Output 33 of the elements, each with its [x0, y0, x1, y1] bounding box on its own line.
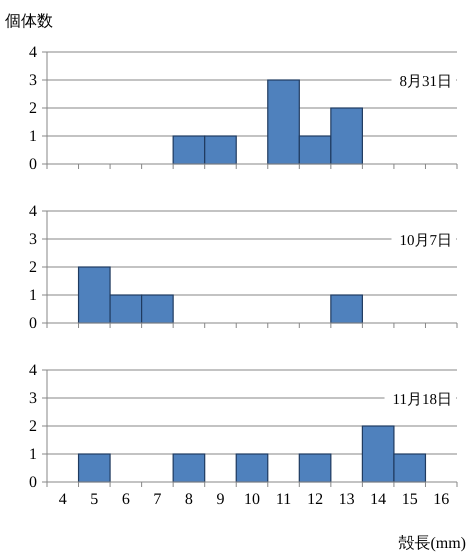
y-tick-label: 2 — [29, 418, 37, 435]
annotation: 8月31日 — [400, 74, 452, 90]
x-tick-label: 10 — [244, 491, 260, 508]
x-tick-label: 16 — [433, 491, 450, 508]
y-tick-label: 1 — [29, 287, 37, 304]
y-tick-label: 3 — [29, 390, 37, 407]
y-tick-label: 2 — [29, 100, 37, 117]
x-tick-label: 11 — [276, 491, 292, 508]
annotation: 11月18日 — [392, 392, 452, 408]
y-tick-label: 3 — [29, 231, 37, 248]
y-axis-title: 個体数 — [5, 13, 53, 30]
x-tick-label: 7 — [153, 491, 162, 508]
y-tick-label: 0 — [29, 315, 37, 332]
x-tick-label: 13 — [338, 491, 355, 508]
y-tick-label: 0 — [29, 474, 37, 491]
x-tick-label: 15 — [402, 491, 418, 508]
y-tick-label: 3 — [29, 72, 37, 89]
x-tick-label: 4 — [58, 491, 67, 508]
x-tick-label: 12 — [307, 491, 324, 508]
y-tick-label: 1 — [29, 128, 37, 145]
x-tick-label: 9 — [216, 491, 224, 508]
y-tick-label: 1 — [29, 446, 37, 463]
x-tick-label: 14 — [370, 491, 386, 508]
y-tick-label: 0 — [29, 156, 37, 173]
x-axis-title: 殻長(mm) — [398, 534, 466, 552]
x-tick-label: 8 — [184, 491, 193, 508]
y-tick-label: 2 — [29, 259, 37, 276]
x-tick-label: 6 — [122, 491, 130, 508]
y-tick-label: 4 — [29, 44, 37, 61]
x-tick-label: 5 — [90, 491, 98, 508]
y-tick-label: 4 — [29, 203, 37, 220]
y-tick-label: 4 — [29, 362, 37, 379]
annotation: 10月7日 — [400, 233, 452, 249]
